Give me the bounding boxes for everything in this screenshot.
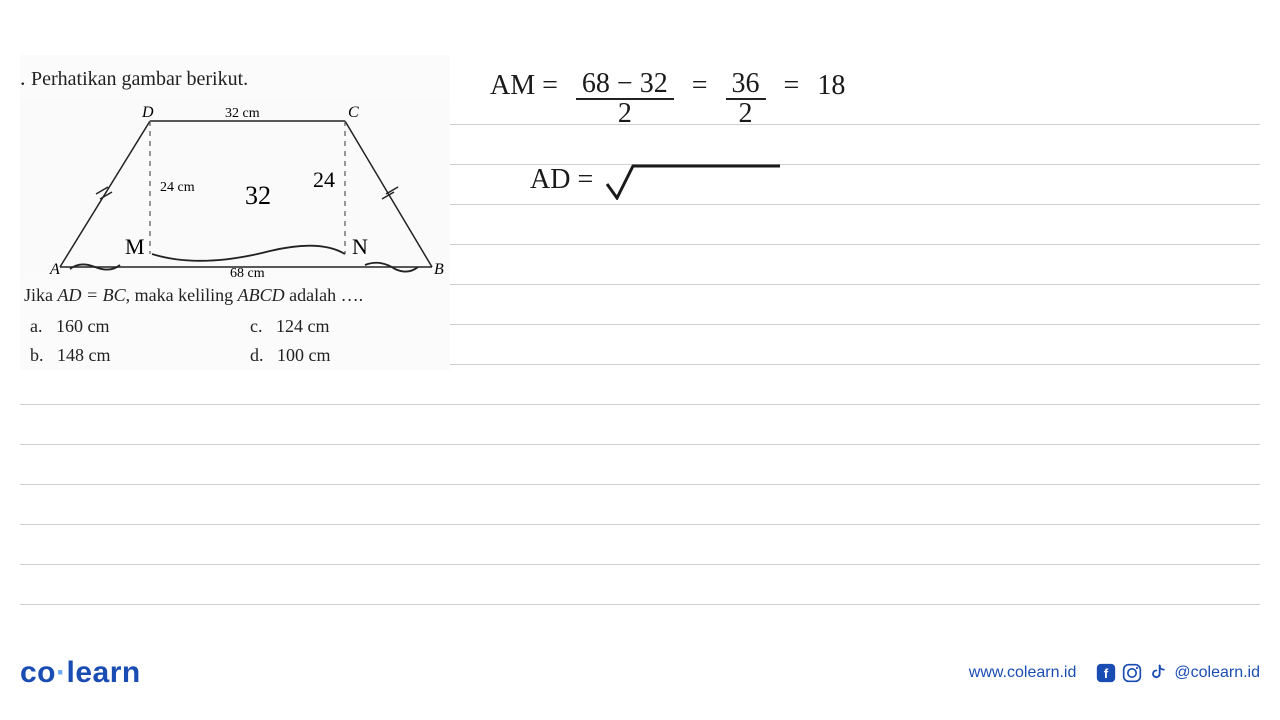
opt-b-val: 148 cm: [57, 345, 111, 365]
option-a: a. 160 cm: [30, 316, 250, 337]
facebook-icon: f: [1096, 663, 1116, 683]
footer-handle: @colearn.id: [1174, 664, 1260, 682]
opt-a-val: 160 cm: [56, 316, 110, 336]
sqrt-icon: [605, 160, 785, 200]
hw-line-1: AM = 68 − 32 2 = 36 2 = 18: [490, 70, 845, 128]
option-d: d. 100 cm: [250, 345, 430, 366]
opt-c-val: 124 cm: [276, 316, 330, 336]
hw-ad: AD =: [530, 164, 593, 196]
label-B: B: [434, 261, 444, 278]
logo-co: co: [20, 656, 56, 689]
hw-32: 32: [245, 181, 271, 210]
handwriting-work: AM = 68 − 32 2 = 36 2 = 18 AD =: [490, 60, 990, 210]
q-suffix: , maka keliling: [126, 285, 238, 305]
title-dot: .: [20, 65, 31, 90]
q-shape: ABCD: [238, 285, 285, 305]
opt-b-label: b.: [30, 345, 44, 365]
label-M: M: [125, 234, 145, 259]
logo-learn: learn: [67, 656, 141, 689]
q-prefix: Jika: [24, 285, 58, 305]
problem-box: . Perhatikan gambar berikut. D C A B M N: [20, 55, 450, 370]
label-C: C: [348, 104, 359, 121]
hw-line-2: AD =: [530, 160, 785, 200]
hw-frac1: 68 − 32 2: [576, 70, 674, 128]
logo-dot: ·: [56, 656, 67, 689]
label-N: N: [352, 234, 368, 259]
opt-d-val: 100 cm: [277, 345, 331, 365]
footer-right: www.colearn.id f @colearn.id: [969, 663, 1260, 683]
tiktok-icon: [1148, 663, 1168, 683]
problem-title: . Perhatikan gambar berikut.: [20, 55, 450, 99]
dim-top: 32 cm: [225, 106, 260, 121]
diagram-svg: D C A B M N 32 cm 24 cm 68 cm 32 24: [20, 99, 450, 279]
opt-a-label: a.: [30, 316, 43, 336]
opt-d-label: d.: [250, 345, 264, 365]
hw-result: 18: [817, 70, 845, 102]
label-A: A: [49, 261, 60, 278]
hw-eq2: =: [784, 70, 800, 102]
options-row-2: b. 148 cm d. 100 cm: [20, 341, 450, 370]
opt-c-label: c.: [250, 316, 263, 336]
social-icons: f @colearn.id: [1096, 663, 1260, 683]
hw-frac2-den: 2: [733, 100, 759, 128]
svg-text:f: f: [1104, 666, 1109, 681]
logo: co·learn: [20, 656, 141, 690]
hw-24: 24: [313, 167, 335, 192]
q-end: adalah ….: [285, 285, 363, 305]
hw-am: AM =: [490, 70, 558, 102]
hw-frac2: 36 2: [726, 70, 766, 128]
hw-frac2-num: 36: [726, 70, 766, 100]
trapezoid-diagram: D C A B M N 32 cm 24 cm 68 cm 32 24: [20, 99, 450, 279]
label-D: D: [141, 104, 154, 121]
option-b: b. 148 cm: [30, 345, 250, 366]
hw-frac1-den: 2: [612, 100, 638, 128]
footer-url: www.colearn.id: [969, 664, 1077, 682]
title-text: Perhatikan gambar berikut.: [31, 68, 248, 90]
hw-frac1-num: 68 − 32: [576, 70, 674, 100]
footer: co·learn www.colearn.id f @colearn.id: [20, 656, 1260, 690]
dim-bottom: 68 cm: [230, 266, 265, 279]
options-row-1: a. 160 cm c. 124 cm: [20, 312, 450, 341]
instagram-icon: [1122, 663, 1142, 683]
scribble-mid: [152, 246, 345, 261]
q-eq: AD = BC: [58, 285, 126, 305]
question-line: Jika AD = BC, maka keliling ABCD adalah …: [20, 279, 450, 312]
dim-height: 24 cm: [160, 180, 195, 195]
hw-eq1: =: [692, 70, 708, 102]
option-c: c. 124 cm: [250, 316, 430, 337]
